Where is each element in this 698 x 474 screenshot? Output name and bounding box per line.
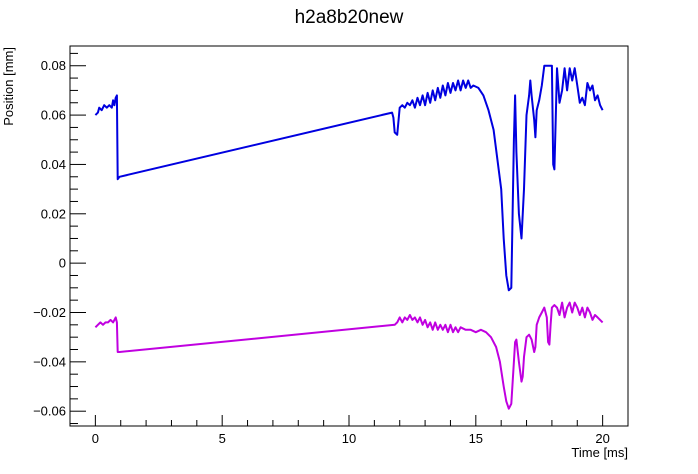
chart-title: h2a8b20new xyxy=(295,7,404,28)
y-axis-title: Position [mm] xyxy=(1,47,16,126)
y-tick-label: 0 xyxy=(59,256,66,271)
y-tick-label: −0.04 xyxy=(33,354,66,369)
y-tick-label: 0.06 xyxy=(41,108,66,123)
y-tick-label: 0.04 xyxy=(41,157,66,172)
x-axis: 0 5 10 15 20 xyxy=(69,415,629,446)
plot-lines xyxy=(94,64,604,410)
x-tick-label: 20 xyxy=(595,431,609,446)
x-tick-label: 5 xyxy=(219,431,226,446)
y-tick-label: −0.02 xyxy=(33,305,66,320)
y-tick-label: 0.02 xyxy=(41,206,66,221)
y-axis: −0.06 −0.04 −0.02 0 0.02 0.04 0.06 0.08 xyxy=(33,52,86,425)
y-tick-label: 0.08 xyxy=(41,58,66,73)
x-axis-title: Time [ms] xyxy=(571,445,628,460)
x-tick-label: 10 xyxy=(342,431,356,446)
y-tick-label: −0.06 xyxy=(33,404,66,419)
x-tick-label: 0 xyxy=(92,431,99,446)
series-line-2 xyxy=(94,301,604,410)
series-line-1 xyxy=(94,64,604,292)
x-tick-label: 15 xyxy=(469,431,483,446)
plot-frame xyxy=(69,45,629,427)
